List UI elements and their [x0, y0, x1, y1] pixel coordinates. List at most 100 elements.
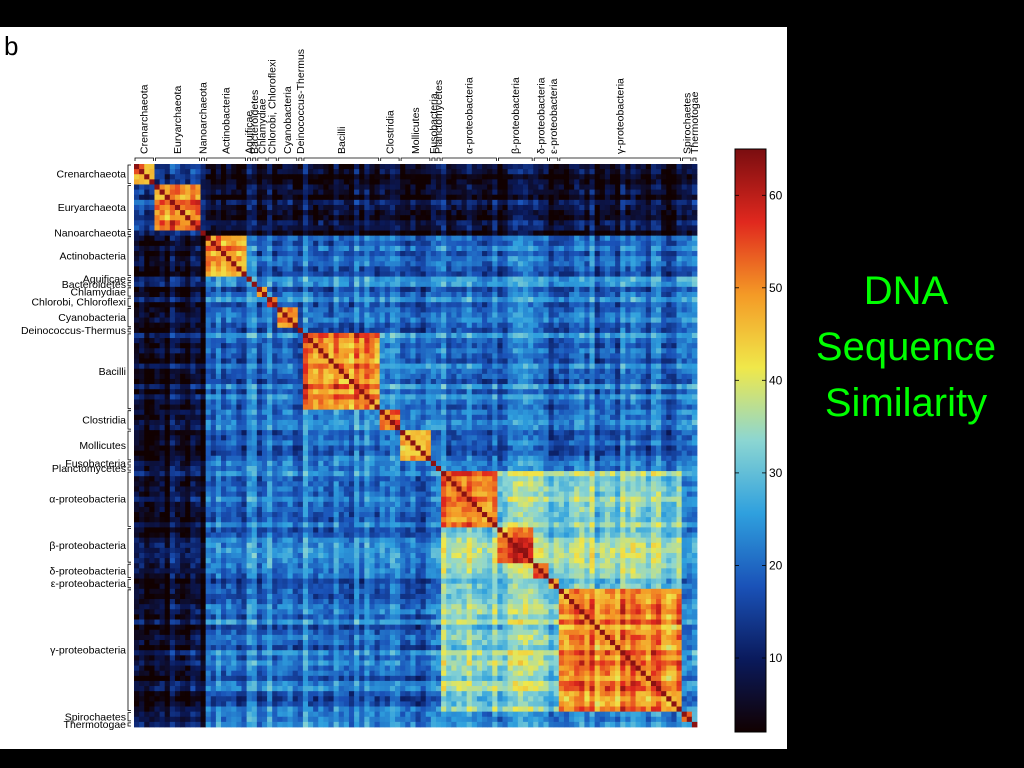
heatmap-cell — [180, 189, 186, 196]
heatmap-cell — [650, 235, 657, 242]
heatmap-cell — [308, 312, 314, 318]
heatmap-cell — [164, 210, 171, 216]
heatmap-cell — [333, 184, 340, 190]
heatmap-cell — [369, 343, 375, 349]
heatmap-cell — [180, 225, 186, 231]
heatmap-cell — [215, 348, 222, 354]
heatmap-cell — [323, 174, 329, 180]
heatmap-cell — [482, 297, 488, 303]
heatmap-cell — [645, 353, 652, 359]
heatmap-cell — [471, 317, 478, 324]
heatmap-cell — [502, 286, 509, 293]
heatmap-cell — [446, 169, 452, 175]
heatmap-cell — [267, 317, 273, 324]
heatmap-cell — [261, 302, 268, 308]
heatmap-cell — [466, 184, 473, 190]
heatmap-cell — [441, 373, 447, 380]
heatmap-cell — [476, 389, 483, 395]
heatmap-cell — [384, 194, 391, 201]
heatmap-cell — [569, 184, 575, 190]
heatmap-cell — [180, 271, 186, 277]
heatmap-cell — [456, 338, 462, 344]
heatmap-cell — [425, 343, 432, 349]
heatmap-cell — [517, 271, 524, 277]
heatmap-cell — [476, 240, 483, 247]
heatmap-cell — [195, 373, 201, 380]
heatmap-cell — [323, 302, 329, 308]
heatmap-cell — [180, 327, 186, 334]
heatmap-cell — [261, 189, 268, 196]
heatmap-cell — [543, 230, 549, 237]
heatmap-cell — [395, 389, 401, 395]
heatmap-cell — [200, 368, 207, 375]
heatmap-cell — [492, 174, 498, 180]
heatmap-cell — [630, 343, 636, 349]
heatmap-cell — [221, 204, 227, 211]
heatmap-cell — [308, 297, 314, 303]
heatmap-cell — [282, 322, 288, 329]
heatmap-cell — [686, 169, 693, 175]
heatmap-cell — [615, 378, 621, 385]
heatmap-cell — [256, 271, 263, 277]
heatmap-cell — [302, 194, 309, 201]
heatmap-cell — [594, 348, 601, 354]
heatmap-cell — [287, 363, 294, 370]
heatmap-cell — [441, 353, 447, 359]
heatmap-cell — [553, 307, 560, 313]
heatmap-cell — [671, 194, 677, 201]
heatmap-cell — [604, 286, 611, 293]
heatmap-cell — [154, 363, 160, 370]
heatmap-cell — [476, 256, 483, 262]
heatmap-cell — [630, 307, 636, 313]
heatmap-cell — [548, 215, 555, 221]
heatmap-cell — [569, 256, 575, 262]
heatmap-cell — [302, 363, 309, 370]
heatmap-cell — [190, 245, 196, 252]
heatmap-cell — [359, 194, 365, 201]
heatmap-cell — [169, 353, 176, 359]
heatmap-cell — [553, 332, 560, 339]
heatmap-cell — [507, 179, 514, 185]
heatmap-cell — [328, 297, 335, 303]
heatmap-cell — [522, 373, 529, 380]
heatmap-cell — [389, 286, 396, 293]
heatmap-cell — [410, 384, 416, 390]
heatmap-cell — [282, 338, 288, 344]
heatmap-cell — [512, 204, 519, 211]
heatmap-cell — [154, 184, 160, 190]
heatmap-cell — [543, 343, 549, 349]
heatmap-cell — [313, 251, 319, 257]
heatmap-cell — [256, 368, 263, 375]
heatmap-cell — [645, 378, 652, 385]
heatmap-cell — [333, 302, 340, 308]
heatmap-cell — [410, 266, 416, 272]
heatmap-cell — [512, 220, 519, 226]
heatmap-cell — [507, 256, 514, 262]
heatmap-cell — [415, 220, 422, 226]
heatmap-cell — [169, 378, 176, 385]
heatmap-cell — [645, 327, 652, 334]
heatmap-cell — [604, 271, 611, 277]
heatmap-cell — [400, 169, 406, 175]
heatmap-cell — [328, 184, 335, 190]
heatmap-cell — [221, 343, 227, 349]
heatmap-cell — [174, 266, 181, 272]
heatmap-cell — [267, 230, 273, 237]
heatmap-cell — [190, 327, 196, 334]
heatmap-cell — [671, 215, 677, 221]
heatmap-cell — [190, 240, 196, 247]
heatmap-cell — [359, 343, 365, 349]
heatmap-cell — [154, 189, 160, 196]
heatmap-cell — [343, 394, 350, 400]
heatmap-cell — [671, 240, 677, 247]
heatmap-cell — [538, 194, 544, 201]
heatmap-cell — [261, 312, 268, 318]
heatmap-cell — [676, 291, 683, 298]
heatmap-cell — [476, 368, 483, 375]
heatmap-cell — [348, 358, 355, 365]
heatmap-cell — [215, 363, 222, 370]
heatmap-cell — [297, 251, 304, 257]
heatmap-cell — [318, 368, 324, 375]
heatmap-cell — [476, 378, 483, 385]
heatmap-cell — [174, 184, 181, 190]
